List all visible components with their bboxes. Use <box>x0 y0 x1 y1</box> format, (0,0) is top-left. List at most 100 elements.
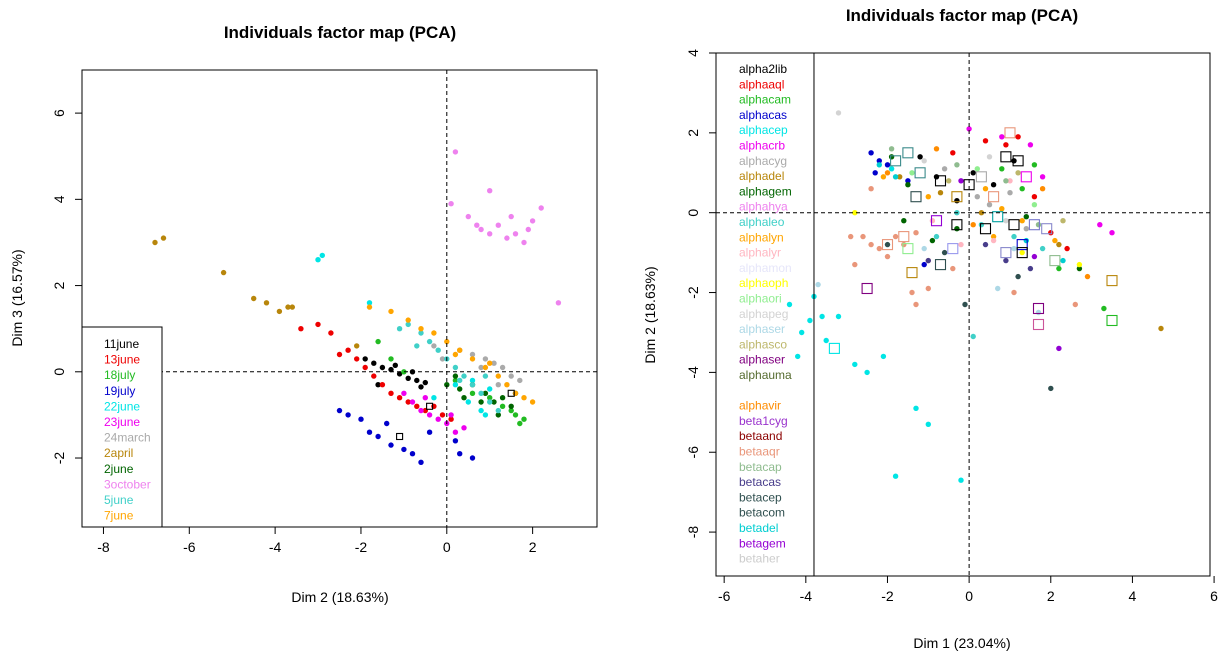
point-alphacrb-2 <box>1027 142 1034 148</box>
legend-entry-24march: 24march <box>104 431 151 445</box>
legend-entry-betacas: betacas <box>739 475 781 489</box>
point-24march-7 <box>517 377 523 384</box>
point-alphaori-2 <box>1031 202 1038 208</box>
point-alphadel-4 <box>978 210 985 216</box>
point-5june-9 <box>478 390 484 396</box>
legend-entry-alphagem: alphagem <box>739 184 792 198</box>
point-22june-8 <box>469 377 476 384</box>
point-24march-6 <box>508 373 514 379</box>
point-2june-9 <box>495 412 501 418</box>
point-18july-5 <box>487 395 493 401</box>
point-betacap-2 <box>1003 178 1009 184</box>
legend-entry-alphacam: alphacam <box>739 93 791 107</box>
point-7june-10 <box>512 390 519 396</box>
point-18july-2 <box>401 369 407 375</box>
x-tick-label: 2 <box>1047 588 1055 604</box>
point-11june-11 <box>418 384 424 390</box>
point-13june-15 <box>336 351 343 358</box>
point-13june-4 <box>362 364 368 371</box>
open-square-marker-0 <box>396 432 404 441</box>
point-2april-7 <box>289 304 295 310</box>
chart-right-x-axis: -6 -4 -2 0 2 4 6 <box>718 576 1218 604</box>
point-19july-8 <box>426 429 433 435</box>
point-alphaleo-3 <box>1011 233 1017 240</box>
open-square-marker-15 <box>979 223 992 235</box>
point-betaaqr-10 <box>909 289 915 296</box>
point-alphacyg-4 <box>1023 226 1029 232</box>
point-5june-1 <box>405 321 411 328</box>
point-betagem-1 <box>1056 345 1062 352</box>
point-alphaleo-4 <box>1039 245 1046 252</box>
point-alphapeg-1 <box>986 154 993 160</box>
y-tick-label: 0 <box>51 368 67 376</box>
y-tick-label: 0 <box>685 209 701 217</box>
point-betacep-2 <box>962 301 968 308</box>
x-tick-label: -6 <box>183 539 196 555</box>
chart-left: Individuals factor map (PCA) -8 -6 -4 -2 0 2 … <box>9 23 598 605</box>
point-5june-11 <box>495 407 501 414</box>
point-alphaaql-3 <box>1031 194 1038 200</box>
point-18july-7 <box>512 412 519 418</box>
point-alphagem-1 <box>905 182 911 188</box>
point-2june-7 <box>461 395 467 401</box>
chart-right-ylabel: Dim 2 (18.63%) <box>642 266 658 363</box>
point-7june-13 <box>366 304 373 310</box>
point-alphacrb-1 <box>999 134 1005 140</box>
chart-right-xlabel: Dim 1 (23.04%) <box>913 635 1010 651</box>
y-tick-label: -8 <box>685 526 701 539</box>
point-alphavir-0 <box>884 170 891 176</box>
legend-entry-betadel: betadel <box>739 521 778 535</box>
point-24march-10 <box>495 382 501 388</box>
open-square-marker-34 <box>947 243 959 255</box>
point-betadel-0 <box>876 162 882 168</box>
point-2june-5 <box>499 395 506 401</box>
legend-entry-2june: 2june <box>104 462 134 476</box>
point-24march-3 <box>482 356 489 362</box>
point-24march-4 <box>491 360 497 366</box>
open-square-marker-30 <box>1032 318 1045 331</box>
legend-entry-alphauma: alphauma <box>739 368 792 382</box>
point-betagem-0 <box>958 178 964 184</box>
x-tick-label: 0 <box>965 588 973 604</box>
open-square-marker-24 <box>898 231 910 243</box>
point-alphapeg-3 <box>835 110 842 116</box>
point-24march-0 <box>431 343 437 349</box>
point-5june-13 <box>457 377 463 384</box>
point-5june-10 <box>487 399 493 405</box>
point-19july-4 <box>388 442 394 448</box>
legend-entry-alphahya: alphahya <box>739 200 788 214</box>
legend-entry-7june: 7june <box>104 509 134 523</box>
y-tick-label: 6 <box>51 109 67 117</box>
point-22june-1 <box>319 252 325 259</box>
point-alphagem-2 <box>954 226 960 232</box>
point-19july-10 <box>469 455 476 461</box>
point-betacap-0 <box>888 146 895 152</box>
point-alphalyn-1 <box>925 194 931 200</box>
point-18july-9 <box>517 420 523 427</box>
point-5june-2 <box>418 330 424 336</box>
open-square-marker-13 <box>930 215 943 227</box>
point-7june-2 <box>418 326 424 332</box>
point-7june-0 <box>388 308 394 315</box>
point-19july-7 <box>418 459 424 465</box>
point-13june-6 <box>379 382 386 388</box>
point-2june-8 <box>478 399 484 405</box>
point-23june-3 <box>426 412 433 418</box>
legend-entry-alphapeg: alphapeg <box>739 307 788 321</box>
point-alphasco-1 <box>1015 170 1021 176</box>
legend-entry-betaher: betaher <box>739 552 780 566</box>
point-24march-9 <box>478 364 484 371</box>
point-7june-1 <box>405 317 411 323</box>
point-7june-4 <box>444 338 450 345</box>
point-alphagem-0 <box>888 154 895 160</box>
point-13june-13 <box>439 412 446 418</box>
y-tick-label: 4 <box>685 49 701 57</box>
chart-right-title: Individuals factor map (PCA) <box>846 6 1078 25</box>
point-alphadel-0 <box>897 174 903 180</box>
point-alphalyr-2 <box>1007 178 1013 184</box>
point-alphacep-7 <box>913 405 919 411</box>
point-2june-1 <box>457 386 463 392</box>
point-23june-6 <box>452 429 459 435</box>
point-alphaoph-0 <box>852 210 858 216</box>
point-5june-4 <box>435 347 441 353</box>
